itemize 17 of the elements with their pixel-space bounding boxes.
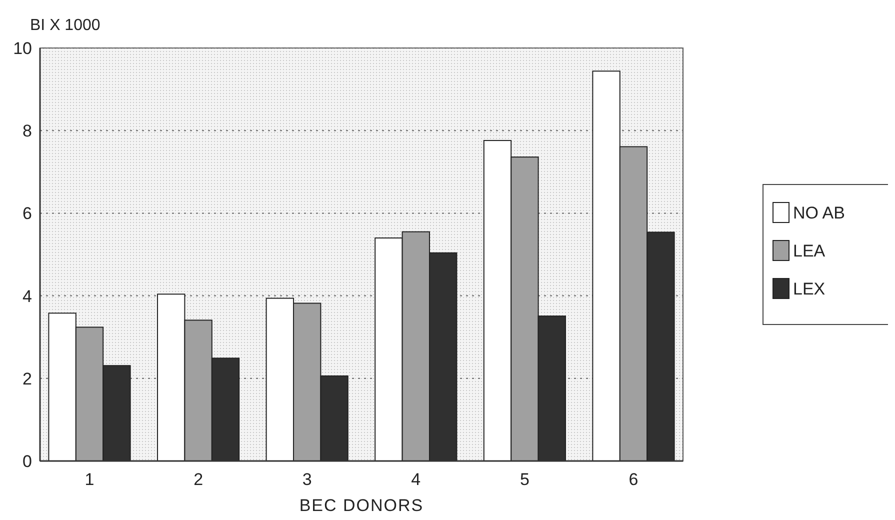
y-tick-label: 2 [22,369,32,388]
y-axis-title: BI X 1000 [30,17,100,34]
x-tick-label: 1 [84,470,94,489]
y-tick-label: 4 [22,286,32,306]
legend-label: LEA [793,241,826,260]
y-tick-label: 10 [13,38,32,58]
x-tick-label: 6 [628,470,638,489]
x-tick-label: 3 [302,470,312,489]
y-tick-label: 6 [22,204,32,224]
x-axis-title: BEC DONORS [299,496,424,515]
y-tick-label: 0 [22,452,32,471]
legend-label: NO AB [793,203,845,222]
x-tick-label: 4 [411,470,421,489]
y-tick-label: 8 [22,122,32,141]
x-tick-label: 5 [520,470,530,489]
x-tick-label: 2 [194,470,204,489]
legend-label: LEX [793,279,826,298]
